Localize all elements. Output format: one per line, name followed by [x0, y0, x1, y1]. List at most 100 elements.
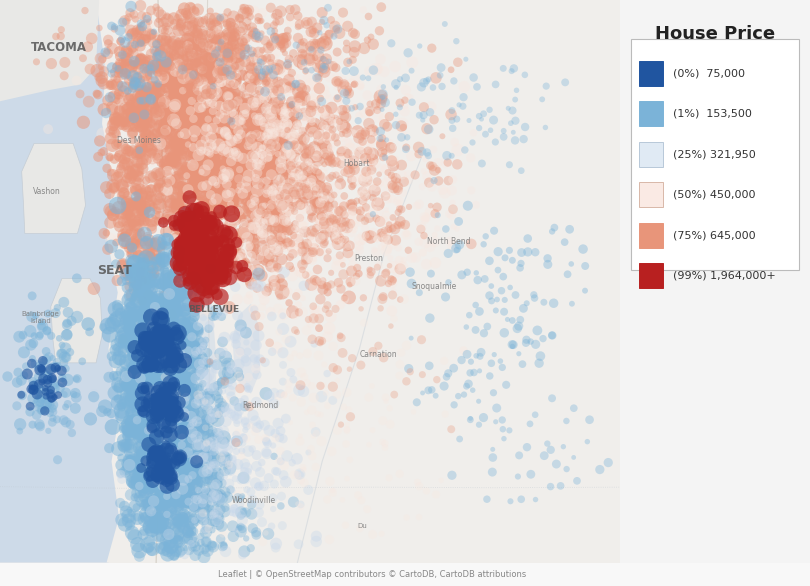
Point: [226, 36, 239, 46]
Point: [163, 428, 176, 437]
Point: [222, 445, 235, 454]
Point: [288, 325, 301, 335]
Point: [174, 460, 187, 469]
Point: [245, 180, 258, 189]
Point: [181, 490, 194, 500]
Point: [115, 453, 128, 462]
Point: [105, 63, 118, 72]
Point: [271, 391, 284, 401]
Point: [183, 127, 196, 136]
Point: [270, 214, 283, 224]
Point: [172, 414, 185, 423]
Point: [192, 469, 205, 479]
Point: [221, 49, 234, 58]
Point: [69, 389, 82, 398]
Point: [388, 156, 401, 165]
Point: [308, 164, 321, 173]
Point: [276, 311, 289, 321]
Point: [307, 302, 320, 311]
Point: [247, 146, 260, 156]
Point: [143, 387, 156, 397]
Point: [130, 166, 143, 175]
Point: [77, 118, 90, 127]
Point: [184, 533, 197, 543]
Point: [51, 364, 64, 373]
Point: [378, 443, 391, 452]
Point: [274, 196, 287, 206]
Point: [245, 182, 258, 192]
Point: [255, 29, 268, 38]
Point: [192, 489, 205, 498]
Point: [145, 352, 158, 362]
Point: [154, 473, 167, 482]
Point: [285, 171, 298, 180]
Point: [151, 368, 164, 377]
Point: [45, 385, 58, 394]
Point: [135, 384, 148, 393]
Point: [194, 233, 207, 243]
Point: [310, 163, 323, 173]
Point: [266, 183, 279, 193]
Point: [150, 298, 163, 308]
Point: [232, 141, 245, 150]
Point: [70, 274, 83, 283]
Point: [138, 110, 151, 119]
Point: [241, 295, 254, 304]
Point: [128, 390, 141, 399]
Point: [243, 402, 256, 411]
Point: [262, 391, 275, 401]
Point: [133, 377, 146, 387]
Point: [416, 389, 429, 398]
Point: [167, 351, 180, 360]
Point: [221, 8, 234, 17]
Point: [45, 331, 58, 340]
Point: [127, 93, 140, 103]
Point: [247, 232, 260, 241]
Point: [511, 323, 524, 333]
Point: [161, 412, 174, 421]
Point: [221, 65, 234, 74]
Point: [462, 379, 475, 389]
Point: [145, 145, 158, 155]
Point: [424, 242, 437, 251]
Point: [243, 241, 256, 251]
Point: [291, 454, 304, 464]
Point: [147, 380, 160, 390]
Point: [162, 104, 175, 113]
Point: [152, 7, 165, 16]
Point: [385, 171, 398, 180]
Point: [194, 499, 207, 509]
Point: [285, 137, 298, 146]
Point: [206, 132, 219, 142]
Point: [335, 17, 347, 26]
Point: [181, 252, 194, 261]
Point: [130, 364, 143, 374]
Point: [226, 153, 239, 162]
Point: [153, 455, 166, 464]
Point: [348, 142, 361, 152]
Point: [145, 472, 158, 481]
Point: [334, 331, 347, 340]
Point: [118, 118, 131, 127]
Point: [240, 176, 253, 185]
Point: [112, 64, 125, 73]
Point: [161, 414, 174, 423]
Point: [136, 408, 149, 418]
Point: [224, 188, 237, 197]
Point: [230, 438, 243, 447]
Point: [228, 504, 241, 513]
Point: [229, 509, 242, 518]
Point: [185, 115, 198, 124]
Point: [194, 57, 207, 67]
Point: [475, 114, 488, 124]
Point: [279, 414, 292, 423]
Point: [193, 453, 206, 462]
Point: [145, 461, 158, 471]
Point: [179, 239, 192, 248]
Point: [108, 22, 121, 32]
Point: [281, 206, 294, 215]
Point: [27, 394, 40, 403]
Point: [472, 397, 485, 406]
Point: [381, 122, 394, 131]
Point: [138, 422, 151, 431]
